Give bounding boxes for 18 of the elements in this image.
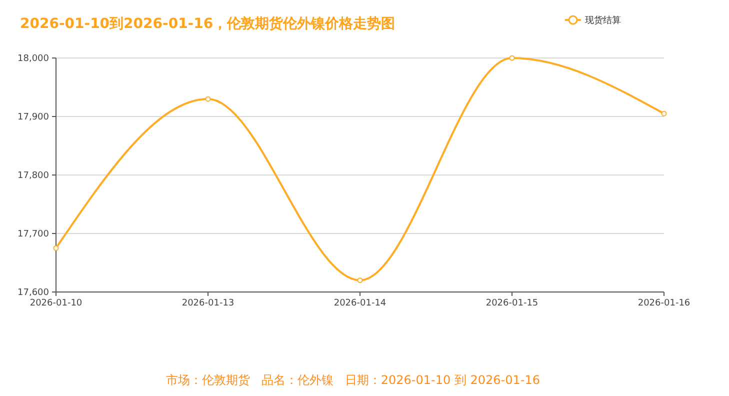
x-tick-label: 2026-01-14 <box>334 298 386 308</box>
text: 市场：伦敦期货 品名：伦外镍 日期：2026-01-10 到 2026-01-16 <box>166 373 540 387</box>
y-tick-label: 17,600 <box>18 288 50 298</box>
legend-label: 现货结算 <box>585 15 621 26</box>
chart-title: 2026-01-10到2026-01-16，伦敦期货伦外镍价格走势图 <box>20 15 396 32</box>
point <box>205 96 211 102</box>
y-tick-label: 17,700 <box>18 229 50 240</box>
point <box>357 278 363 284</box>
y-tick-label: 17,800 <box>18 170 50 181</box>
y-tick-label: 18,000 <box>18 54 50 64</box>
x-tick-label: 2026-01-13 <box>182 298 234 308</box>
x-tick-label: 2026-01-16 <box>638 298 690 308</box>
point <box>53 245 59 251</box>
x-tick-label: 2026-01-15 <box>486 298 538 308</box>
point <box>661 110 667 116</box>
y-tick-label: 17,900 <box>18 112 50 122</box>
x-tick-label: 2026-01-10 <box>30 298 82 308</box>
point <box>509 55 515 61</box>
